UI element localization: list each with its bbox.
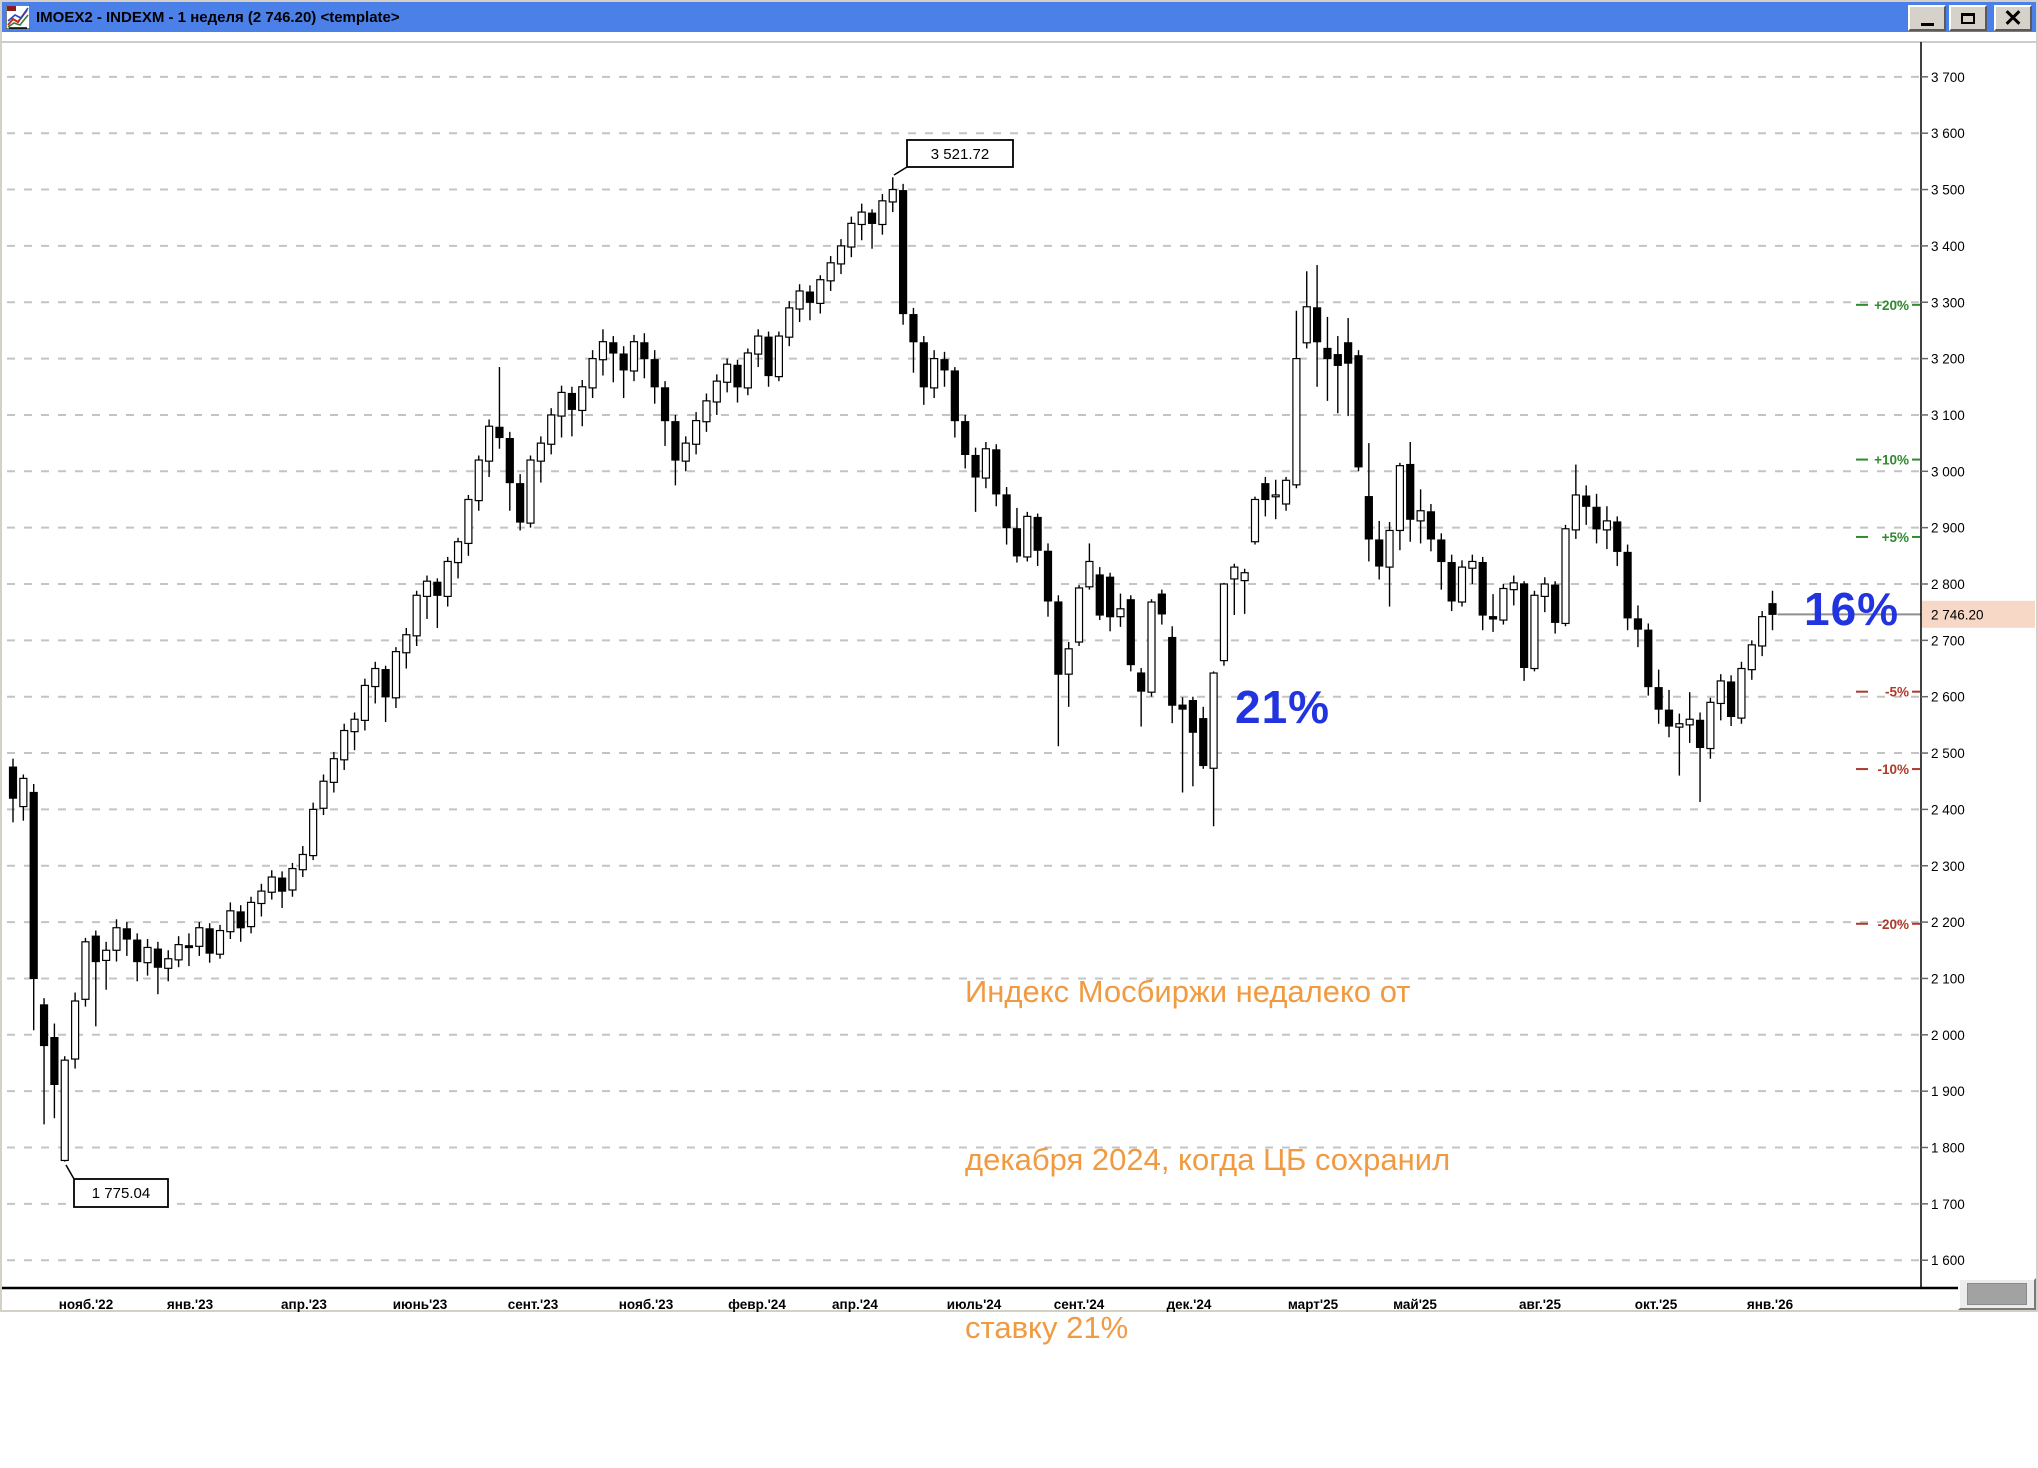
svg-text:3 521.72: 3 521.72 [931,146,989,163]
app-chart-icon [6,5,30,29]
rate-note-line-1: Индекс Мосбиржи недалеко от [965,974,1411,1009]
svg-text:+20%: +20% [1874,298,1909,313]
svg-text:2 400: 2 400 [1931,802,1965,817]
svg-text:3 100: 3 100 [1931,408,1965,423]
x-axis: нояб.'22 янв.'23 апр.'23 июнь'23 сент.'23 ноя… [59,1297,1794,1312]
high-annotation: 3 521.72 [893,139,1014,176]
svg-text:-20%: -20% [1877,917,1909,932]
svg-text:апр.'24: апр.'24 [832,1297,878,1312]
svg-text:июнь'23: июнь'23 [393,1297,448,1312]
svg-text:май'25: май'25 [1393,1297,1437,1312]
svg-text:3 000: 3 000 [1931,464,1965,479]
rate-note-line-3: ставку 21% [965,1310,1129,1345]
screenshot-root: { "window": { "title": "IMOEX2 - INDEXM … [0,0,2038,1312]
svg-text:2 300: 2 300 [1931,859,1965,874]
svg-text:март'25: март'25 [1288,1297,1339,1312]
svg-text:+5%: +5% [1882,530,1909,545]
rate-note-text: Индекс Мосбиржи недалеко от декабря 2024… [965,852,1755,1468]
y-axis: 3 700 3 600 3 500 3 400 3 300 3 200 3 100 3 000… [1921,70,1965,1268]
svg-text:февр.'24: февр.'24 [728,1297,786,1312]
close-button[interactable] [1994,5,2032,31]
minimize-icon [1920,23,1934,26]
svg-text:нояб.'23: нояб.'23 [619,1297,674,1312]
svg-text:1 900: 1 900 [1931,1084,1965,1099]
svg-text:1 700: 1 700 [1931,1197,1965,1212]
minimize-button[interactable] [1908,5,1946,31]
svg-text:2 000: 2 000 [1931,1028,1965,1043]
svg-text:сент.'24: сент.'24 [1054,1297,1105,1312]
maximize-button[interactable] [1949,5,1987,31]
rate-16-label: 16% [1804,583,1900,635]
svg-text:+10%: +10% [1874,453,1909,468]
title-bar[interactable]: IMOEX2 - INDEXM - 1 неделя (2 746.20) <t… [2,2,2036,32]
svg-text:2 746.20: 2 746.20 [1931,607,1984,622]
svg-text:3 700: 3 700 [1931,70,1965,85]
svg-text:3 300: 3 300 [1931,295,1965,310]
svg-text:3 400: 3 400 [1931,239,1965,254]
svg-text:2 800: 2 800 [1931,577,1965,592]
gridlines [7,75,1921,1262]
app-window: +20% +10% +5% -5% -10% -20% 3 700 3 600 3 500 3 4… [0,0,2038,1312]
svg-text:3 500: 3 500 [1931,183,1965,198]
chart-frame [2,41,2036,1290]
svg-text:сент.'23: сент.'23 [508,1297,559,1312]
close-icon [2005,11,2021,25]
svg-text:дек.'24: дек.'24 [1167,1297,1212,1312]
svg-text:2 600: 2 600 [1931,690,1965,705]
svg-text:3 200: 3 200 [1931,352,1965,367]
low-annotation: 1 775.04 [65,1164,169,1208]
svg-text:авг.'25: авг.'25 [1519,1297,1562,1312]
svg-text:3 600: 3 600 [1931,126,1965,141]
svg-text:окт.'25: окт.'25 [1635,1297,1678,1312]
rate-21-label: 21% [1235,681,1331,733]
resize-grip-inner [1967,1283,2027,1305]
svg-text:-10%: -10% [1877,762,1909,777]
svg-text:апр.'23: апр.'23 [281,1297,327,1312]
svg-text:1 600: 1 600 [1931,1253,1965,1268]
svg-text:1 775.04: 1 775.04 [92,1185,150,1202]
svg-text:2 500: 2 500 [1931,746,1965,761]
maximize-icon [1961,12,1975,24]
svg-text:2 900: 2 900 [1931,521,1965,536]
window-title: IMOEX2 - INDEXM - 1 неделя (2 746.20) <t… [36,8,400,26]
svg-text:2 700: 2 700 [1931,633,1965,648]
svg-text:янв.'23: янв.'23 [167,1297,214,1312]
svg-text:нояб.'22: нояб.'22 [59,1297,113,1312]
rate-note-line-2: декабря 2024, когда ЦБ сохранил [965,1142,1451,1177]
resize-grip-button[interactable] [1958,1278,2036,1310]
candlestick-series [8,177,1777,1162]
svg-text:2 200: 2 200 [1931,915,1965,930]
window-controls [1908,5,2032,31]
percent-level-labels: +20% +10% +5% -5% -10% -20% [1856,298,1920,932]
svg-text:июль'24: июль'24 [947,1297,1002,1312]
svg-text:2 100: 2 100 [1931,971,1965,986]
chart-canvas[interactable]: +20% +10% +5% -5% -10% -20% 3 700 3 600 3 500 3 4… [2,2,2038,1314]
svg-text:1 800: 1 800 [1931,1141,1965,1156]
current-price-badge: 2 746.20 [1922,600,2035,628]
svg-text:янв.'26: янв.'26 [1747,1297,1794,1312]
svg-text:-5%: -5% [1885,685,1909,700]
